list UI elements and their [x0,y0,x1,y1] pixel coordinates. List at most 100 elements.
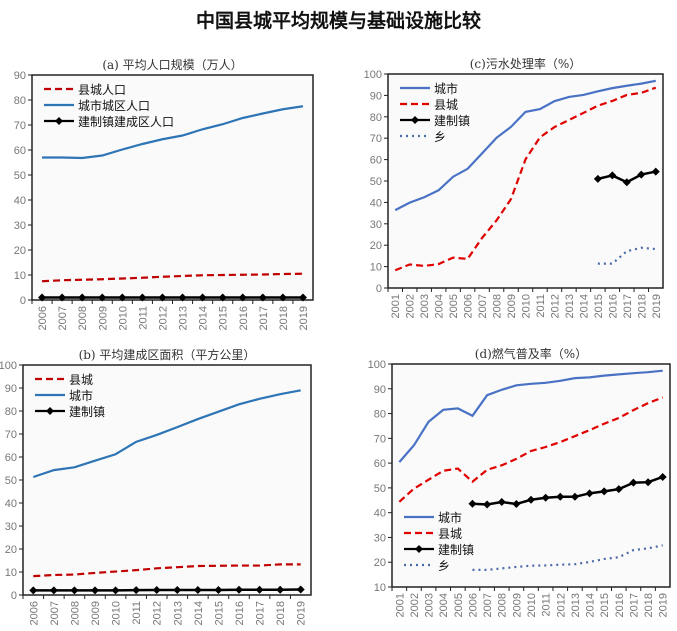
x-tick-label: 2015 [593,294,605,318]
y-tick-label: 90 [14,70,26,82]
data-point [614,485,623,494]
data-point [235,585,243,594]
x-tick-label: 2010 [117,306,129,330]
x-tick-label: 2016 [614,593,626,617]
panel-a: (a) 平均人口规模（万人） 0 10 20 30 40 50 60 70 80 90 2006 200… [14,57,314,330]
y-tick-label: 50 [14,170,26,182]
y-tick-label: 70 [5,429,17,441]
x-tick-label: 2006 [28,601,40,625]
data-point [527,495,535,504]
y-tick-label: 0 [376,283,382,295]
y-tick-label: 20 [14,245,26,257]
data-point [622,178,631,187]
data-point [152,585,161,594]
x-tick-label: 2019 [651,294,663,318]
data-point [29,586,38,595]
x-tick-label: 2017 [622,294,634,318]
y-tick-label: 30 [14,220,26,232]
data-point [658,472,667,481]
panel-title: (d)燃气普及率（%） [475,346,587,361]
x-tick-label: 2008 [77,306,89,330]
y-tick-label: 20 [374,557,386,569]
y-tick-label: 0 [11,590,17,602]
x-tick-label: 2013 [172,601,184,625]
legend-label: 建制镇 [434,114,470,128]
x-tick-label: 2013 [564,294,576,318]
y-tick-label: 70 [370,133,382,145]
series-line-0 [33,563,301,578]
x-tick-label: 2018 [643,593,655,617]
x-tick-label: 2004 [438,593,450,617]
y-tick-label: 90 [370,90,382,102]
y-tick-label: 40 [374,508,386,520]
data-point [556,492,565,501]
data-point [238,293,247,302]
data-point [218,293,227,302]
legend-label: 城市 [69,388,93,403]
data-point [296,585,305,594]
series-line-1 [394,86,657,272]
x-tick-label: 2006 [463,294,475,318]
legend-label: 建制镇建成区人口 [78,115,174,129]
x-tick-label: 2013 [570,593,582,617]
x-tick-label: 2008 [69,601,81,625]
y-tick-label: 70 [14,120,26,132]
x-tick-label: 2011 [535,294,547,318]
legend-label: 城市 [434,81,458,96]
x-tick-label: 2003 [424,593,436,617]
x-tick-label: 2002 [405,294,417,318]
data-point [118,293,127,302]
y-tick-label: 80 [370,112,382,124]
x-tick-label: 2018 [278,306,290,330]
y-tick-label: 10 [5,567,17,579]
data-point [198,293,207,302]
y-tick-label: 30 [370,219,382,231]
y-tick-label: 30 [5,521,17,533]
panel-title: (b) 平均建成区面积（平方公里） [79,347,256,362]
plot-area [31,74,314,301]
x-tick-label: 2008 [492,294,504,318]
data-point [512,499,521,508]
data-point [276,585,285,594]
x-tick-label: 2001 [394,593,406,617]
y-tick-label: 20 [370,240,382,252]
y-tick-label: 60 [14,145,26,157]
x-tick-label: 2003 [419,294,431,318]
legend-label: 县城 [438,527,462,541]
plot-area [387,73,664,289]
legend-label: 城市城区人口 [78,98,150,113]
series-line-3 [472,544,663,572]
data-point [570,492,579,501]
data-point [637,170,646,179]
data-point [608,171,617,180]
legend-label: 县城 [69,373,93,387]
x-tick-label: 2014 [585,593,597,617]
data-point [158,293,167,302]
y-tick-label: 60 [5,452,17,464]
data-point [49,586,58,595]
data-point [468,499,477,508]
series-line-1 [32,389,301,479]
data-point [193,585,202,594]
data-point [78,293,87,302]
x-tick-label: 2015 [218,306,230,330]
data-point [173,585,182,594]
data-point [178,293,187,302]
data-point [600,487,609,496]
x-tick-label: 2004 [434,294,446,318]
data-point [98,293,107,302]
y-tick-label: 10 [370,262,382,274]
data-point [132,586,141,595]
x-tick-label: 2009 [97,306,109,330]
x-tick-label: 2002 [409,593,421,617]
data-point [214,585,223,594]
x-tick-label: 2014 [193,601,205,625]
y-tick-label: 20 [5,544,17,556]
y-tick-label: 40 [5,498,17,510]
x-tick-label: 2019 [296,601,308,625]
plot-area [391,363,671,588]
legend-marker [46,407,54,415]
y-tick-label: 40 [14,195,26,207]
y-tick-label: 80 [14,95,26,107]
